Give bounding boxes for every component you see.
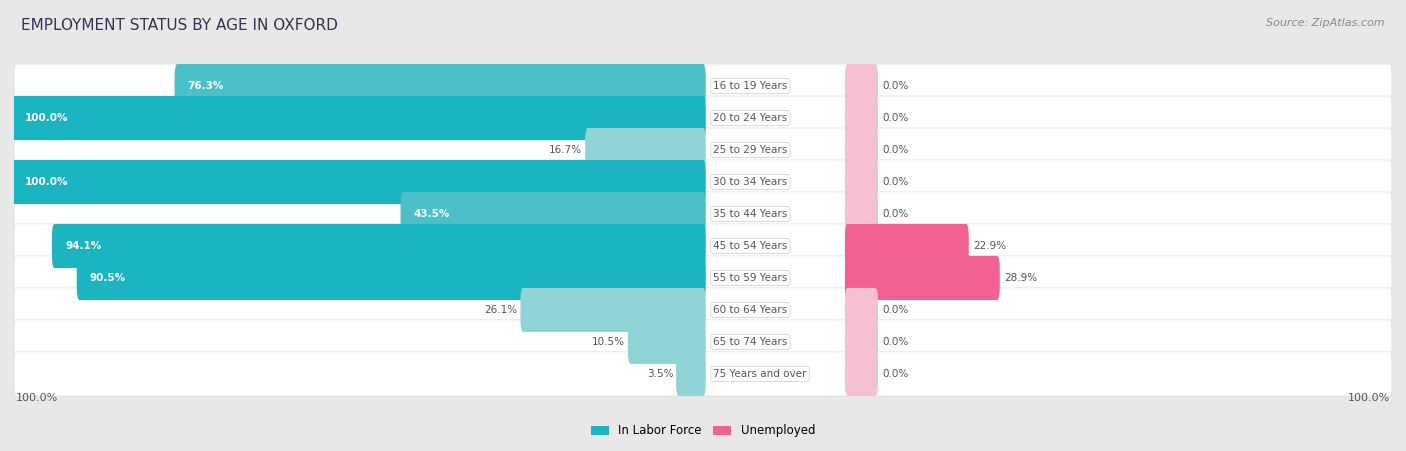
FancyBboxPatch shape — [845, 160, 877, 204]
FancyBboxPatch shape — [14, 288, 1392, 332]
Text: 16 to 19 Years: 16 to 19 Years — [713, 81, 787, 91]
Text: 100.0%: 100.0% — [15, 393, 59, 403]
Text: 0.0%: 0.0% — [882, 369, 908, 379]
FancyBboxPatch shape — [14, 64, 1392, 108]
FancyBboxPatch shape — [845, 320, 877, 364]
Text: 35 to 44 Years: 35 to 44 Years — [713, 209, 787, 219]
Text: 0.0%: 0.0% — [882, 177, 908, 187]
Text: 0.0%: 0.0% — [882, 209, 908, 219]
Text: 43.5%: 43.5% — [413, 209, 450, 219]
Text: 90.5%: 90.5% — [90, 273, 127, 283]
FancyBboxPatch shape — [628, 320, 706, 364]
FancyBboxPatch shape — [77, 256, 706, 300]
Text: 60 to 64 Years: 60 to 64 Years — [713, 305, 787, 315]
FancyBboxPatch shape — [845, 256, 1000, 300]
FancyBboxPatch shape — [14, 352, 1392, 396]
FancyBboxPatch shape — [585, 128, 706, 172]
Text: 45 to 54 Years: 45 to 54 Years — [713, 241, 787, 251]
Text: 22.9%: 22.9% — [973, 241, 1007, 251]
Text: 100.0%: 100.0% — [24, 113, 67, 123]
FancyBboxPatch shape — [14, 256, 1392, 300]
FancyBboxPatch shape — [845, 352, 877, 396]
FancyBboxPatch shape — [845, 192, 877, 236]
FancyBboxPatch shape — [52, 224, 706, 268]
Text: 65 to 74 Years: 65 to 74 Years — [713, 337, 787, 347]
Text: 0.0%: 0.0% — [882, 113, 908, 123]
FancyBboxPatch shape — [845, 96, 877, 140]
FancyBboxPatch shape — [676, 352, 706, 396]
FancyBboxPatch shape — [14, 128, 1392, 172]
FancyBboxPatch shape — [11, 160, 706, 204]
FancyBboxPatch shape — [14, 96, 1392, 140]
Text: 0.0%: 0.0% — [882, 305, 908, 315]
Text: 0.0%: 0.0% — [882, 337, 908, 347]
Text: 76.3%: 76.3% — [187, 81, 224, 91]
Text: 94.1%: 94.1% — [65, 241, 101, 251]
Text: 100.0%: 100.0% — [1347, 393, 1391, 403]
Text: Source: ZipAtlas.com: Source: ZipAtlas.com — [1267, 18, 1385, 28]
FancyBboxPatch shape — [401, 192, 706, 236]
Text: 0.0%: 0.0% — [882, 145, 908, 155]
Text: 28.9%: 28.9% — [1004, 273, 1038, 283]
Text: 55 to 59 Years: 55 to 59 Years — [713, 273, 787, 283]
Text: 16.7%: 16.7% — [550, 145, 582, 155]
FancyBboxPatch shape — [520, 288, 706, 332]
Text: EMPLOYMENT STATUS BY AGE IN OXFORD: EMPLOYMENT STATUS BY AGE IN OXFORD — [21, 18, 337, 33]
Text: 75 Years and over: 75 Years and over — [713, 369, 807, 379]
FancyBboxPatch shape — [14, 192, 1392, 236]
Text: 30 to 34 Years: 30 to 34 Years — [713, 177, 787, 187]
Text: 100.0%: 100.0% — [24, 177, 67, 187]
FancyBboxPatch shape — [174, 64, 706, 108]
Legend: In Labor Force, Unemployed: In Labor Force, Unemployed — [586, 420, 820, 442]
Text: 3.5%: 3.5% — [647, 369, 673, 379]
FancyBboxPatch shape — [14, 224, 1392, 268]
FancyBboxPatch shape — [14, 320, 1392, 364]
Text: 26.1%: 26.1% — [485, 305, 517, 315]
Text: 25 to 29 Years: 25 to 29 Years — [713, 145, 787, 155]
Text: 20 to 24 Years: 20 to 24 Years — [713, 113, 787, 123]
FancyBboxPatch shape — [845, 288, 877, 332]
FancyBboxPatch shape — [845, 128, 877, 172]
Text: 10.5%: 10.5% — [592, 337, 626, 347]
FancyBboxPatch shape — [11, 96, 706, 140]
FancyBboxPatch shape — [14, 160, 1392, 204]
Text: 0.0%: 0.0% — [882, 81, 908, 91]
FancyBboxPatch shape — [845, 224, 969, 268]
FancyBboxPatch shape — [845, 64, 877, 108]
